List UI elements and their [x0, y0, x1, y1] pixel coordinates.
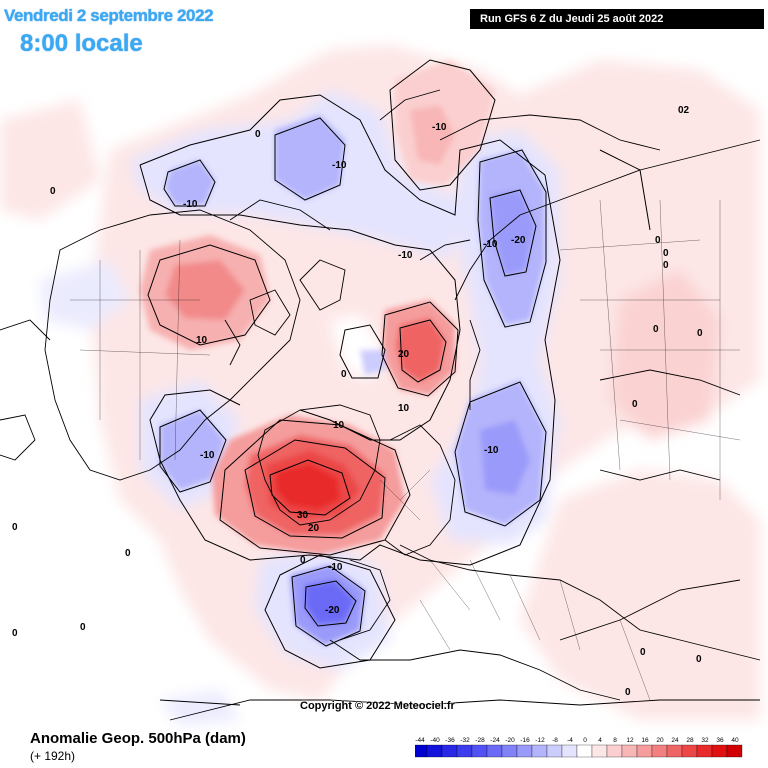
contour-lines [139, 59, 651, 706]
legend-swatch [696, 744, 713, 758]
legend-tick-label: 8 [613, 737, 617, 744]
legend-tick-label: -8 [552, 737, 558, 744]
legend-tick-label: 36 [716, 737, 724, 744]
legend-swatch [606, 744, 623, 758]
run-info: Run GFS 6 Z du Jeudi 25 août 2022 [470, 9, 764, 29]
color-legend: -44 -40 -36 -32 -28 -24 -20 -16 -12 -8 -4 0 4 8 12 16 20… [415, 737, 743, 758]
contour-label: 0 [655, 235, 661, 246]
contour-label: -10 [332, 160, 347, 171]
coastlines [0, 89, 761, 721]
legend-swatch [681, 744, 698, 758]
contour-label: 0 [341, 369, 347, 380]
legend-swatch [636, 744, 653, 758]
contour-label: -10 [328, 562, 343, 573]
contour-label: 0 [696, 654, 702, 665]
contour-label: 10 [333, 420, 345, 431]
contour-label: 0 [50, 186, 56, 197]
contour-label: 0 [697, 328, 703, 339]
contour-label: 0 [125, 548, 131, 559]
contour-label: -10 [484, 445, 499, 456]
legend-swatch [415, 744, 428, 758]
legend-tick-label: 12 [626, 737, 634, 744]
legend-tick-label: -36 [445, 737, 455, 744]
contour-label: -10 [398, 250, 413, 261]
contour-label: -20 [325, 605, 340, 616]
legend-tick-label: -12 [535, 737, 545, 744]
contour-label: 0 [80, 622, 86, 633]
legend-swatch [546, 744, 563, 758]
legend-swatch [711, 744, 728, 758]
legend-swatch [501, 744, 518, 758]
forecast-date: Vendredi 2 septembre 2022 [4, 6, 214, 25]
legend-swatch [516, 744, 533, 758]
contour-label: 0 [300, 555, 306, 566]
contour-label: 20 [398, 349, 410, 360]
legend-tick-label: -24 [490, 737, 500, 744]
map-title: Anomalie Geop. 500hPa (dam) [30, 730, 246, 747]
legend-swatch [426, 744, 443, 758]
contour-label: 10 [398, 403, 410, 414]
legend-tick-label: 32 [701, 737, 709, 744]
contour-label: 10 [196, 335, 208, 346]
legend-tick-label: -44 [415, 737, 425, 744]
contour-label: 0 [653, 324, 659, 335]
legend-tick-label: -40 [430, 737, 440, 744]
contour-label: 20 [308, 523, 320, 534]
legend-tick-label: -4 [567, 737, 573, 744]
forecast-time: 8:00 locale [20, 30, 143, 57]
contour-label: -20 [511, 235, 526, 246]
contour-label: 0 [663, 248, 669, 259]
contour-label: -10 [183, 199, 198, 210]
legend-swatch [621, 744, 638, 758]
contour-label: 0 [255, 129, 261, 140]
contour-labels: 0 0 02 0 0 0 0 0 0 0 0 0 0 0 0 0 0 0 10 … [12, 105, 703, 698]
contour-label: -10 [200, 450, 215, 461]
legend-swatch [561, 744, 578, 758]
legend-tick-label: -28 [475, 737, 485, 744]
contour-label: 0 [632, 399, 638, 410]
graticule-and-borders [70, 199, 741, 701]
contour-label: 0 [12, 628, 18, 639]
legend-swatch [441, 744, 458, 758]
legend-tick-label: -32 [460, 737, 470, 744]
legend-swatch [651, 744, 668, 758]
contour-label: -10 [483, 239, 498, 250]
contour-label: 30 [297, 510, 309, 521]
legend-tick-label: 40 [731, 737, 739, 744]
legend-tick-label: 16 [641, 737, 649, 744]
contour-label: 0 [663, 260, 669, 271]
legend-swatch [486, 744, 503, 758]
legend-swatch [456, 744, 473, 758]
legend-swatch [531, 744, 548, 758]
contour-label: 0 [625, 687, 631, 698]
copyright-notice: Copyright © 2022 Meteociel.fr [300, 700, 455, 712]
anomaly-shading [0, 45, 760, 725]
legend-tick-label: -20 [505, 737, 515, 744]
legend-swatch [591, 744, 608, 758]
contour-label: 02 [678, 105, 690, 116]
legend-tick-label: 0 [583, 737, 587, 744]
legend-tick-label: 20 [656, 737, 664, 744]
contour-label: 0 [640, 647, 646, 658]
legend-swatch [726, 744, 743, 758]
forecast-lead-time: (+ 192h) [30, 749, 76, 763]
legend-tick-label: -16 [520, 737, 530, 744]
legend-swatch [666, 744, 683, 758]
legend-swatch [471, 744, 488, 758]
legend-tick-label: 28 [686, 737, 694, 744]
contour-label: -10 [432, 122, 447, 133]
legend-tick-label: 4 [598, 737, 602, 744]
legend-swatch [576, 744, 593, 758]
legend-tick-label: 24 [671, 737, 679, 744]
contour-label: 0 [12, 522, 18, 533]
